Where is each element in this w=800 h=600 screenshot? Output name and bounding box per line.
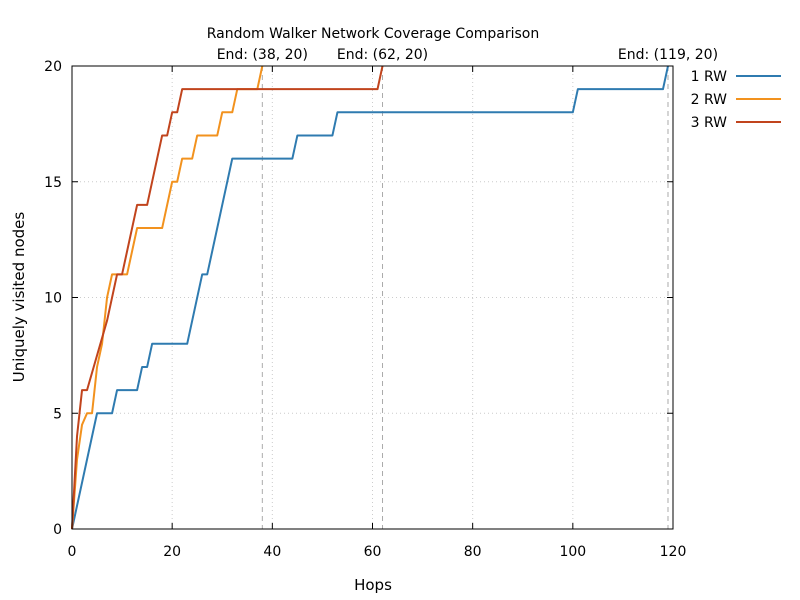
chart-title: Random Walker Network Coverage Compariso… [207, 26, 540, 42]
series-line-2 [71, 65, 264, 530]
y-tick-label: 5 [53, 406, 62, 422]
x-tick-label: 0 [68, 544, 77, 560]
x-tick-label: 60 [364, 544, 382, 560]
end-annotations: End: (38, 20) End: (62, 20) End: (119, 20) [217, 47, 718, 63]
legend: 1 RW 2 RW 3 RW [691, 69, 781, 131]
legend-label: 1 RW [691, 69, 728, 85]
series-lines [71, 65, 669, 530]
end-annotation-label: End: (119, 20) [618, 47, 718, 63]
x-tick-label: 20 [163, 544, 181, 560]
y-tick-label: 15 [44, 175, 62, 191]
y-tick-label: 20 [44, 59, 62, 75]
axis-ticks: 0 20 40 60 80 100 120 0 5 10 15 20 [44, 59, 686, 560]
series-line-1 [71, 65, 669, 530]
y-axis-label: Uniquely visited nodes [10, 212, 28, 383]
series-line-3 [71, 65, 384, 530]
y-tick-label: 10 [44, 291, 62, 307]
end-annotation-label: End: (38, 20) [217, 47, 308, 63]
legend-label: 3 RW [691, 115, 728, 131]
x-axis-label: Hops [354, 576, 392, 594]
x-tick-label: 120 [660, 544, 687, 560]
x-tick-label: 80 [464, 544, 482, 560]
y-tick-label: 0 [53, 522, 62, 538]
legend-label: 2 RW [691, 92, 728, 108]
x-tick-label: 40 [263, 544, 281, 560]
end-annotation-label: End: (62, 20) [337, 47, 428, 63]
x-tick-label: 100 [559, 544, 586, 560]
